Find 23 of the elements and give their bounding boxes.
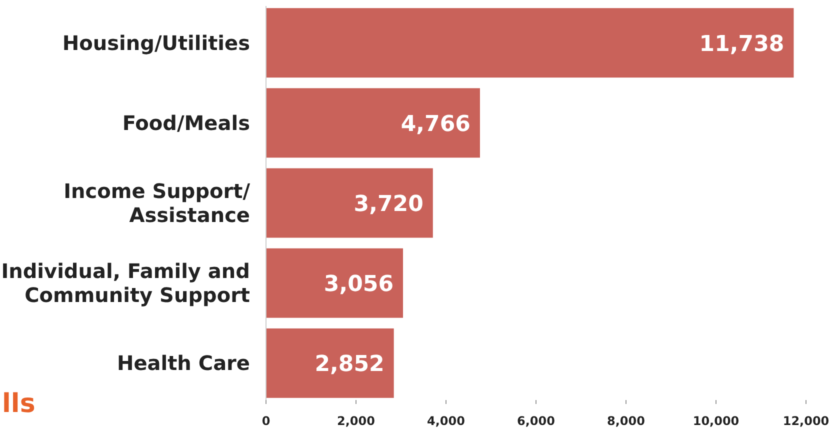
data-label: 2,852 (314, 352, 384, 378)
data-label: 4,766 (400, 112, 470, 137)
x-tick-label: 2,000 (337, 414, 375, 428)
data-label: 3,720 (354, 192, 424, 217)
y-tick-label: Food/Meals (122, 110, 250, 135)
x-tick-label: 6,000 (517, 414, 555, 428)
x-tick-label: 4,000 (427, 414, 465, 428)
x-tick-label: 10,000 (692, 414, 740, 428)
bar (266, 87, 481, 159)
x-tick-label: 8,000 (607, 414, 645, 428)
data-label: 11,738 (699, 32, 784, 57)
data-label: 3,056 (324, 272, 394, 298)
y-tick-label: Health Care (116, 351, 250, 376)
bar (266, 7, 795, 79)
x-tick-label: 12,000 (782, 414, 830, 428)
text: lls (2, 389, 36, 419)
bar (266, 167, 434, 239)
y-tick-label: Individual, Family and Community Support (1, 259, 250, 308)
x-tick-label: 0 (262, 414, 270, 428)
y-tick-label: Income Support/ Assistance (64, 179, 251, 227)
bar (266, 247, 404, 319)
bar (266, 327, 395, 399)
y-tick-label: Housing/Utilities (62, 30, 250, 55)
